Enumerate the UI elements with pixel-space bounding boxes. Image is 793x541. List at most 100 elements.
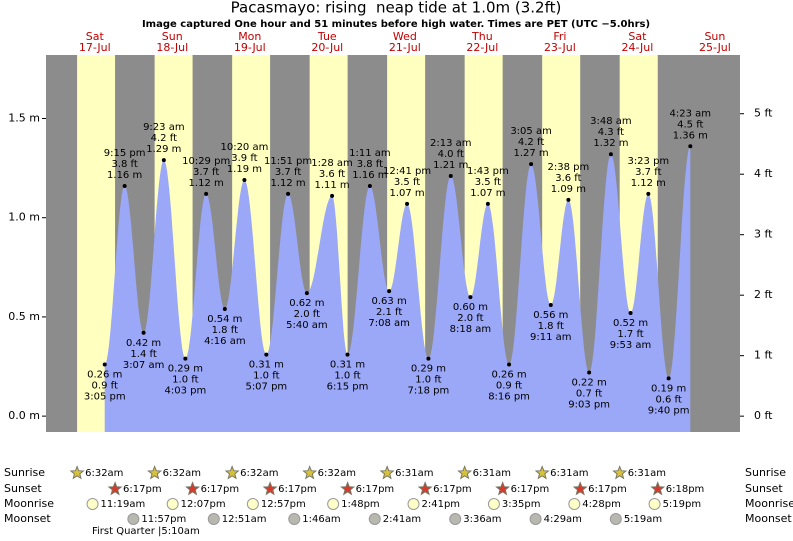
tide-time: 4:23 am xyxy=(670,108,712,119)
day-label: Sun xyxy=(704,30,725,43)
tide-ft: 3.5 ft xyxy=(394,177,420,188)
row-label: Sunset xyxy=(745,482,783,495)
moonrise-icon xyxy=(327,498,340,510)
date-label: 20-Jul xyxy=(311,41,343,54)
tide-time: 7:18 pm xyxy=(408,386,450,397)
moonset-icon xyxy=(529,513,542,525)
tide-ft: 4.2 ft xyxy=(518,137,544,148)
tide-m: 1.27 m xyxy=(513,148,548,159)
tide-ft: 3.8 ft xyxy=(357,159,383,170)
tide-time: 3:07 am xyxy=(123,360,165,371)
tide-time: 9:53 am xyxy=(610,340,652,351)
tide-point xyxy=(222,306,227,311)
tide-point xyxy=(426,356,431,361)
tide-point xyxy=(485,201,490,206)
moonrise-icon xyxy=(246,498,259,510)
y2-tick-label: 0 ft xyxy=(754,409,773,422)
tide-time: 9:03 pm xyxy=(568,399,610,410)
tide-point xyxy=(468,295,473,300)
y2-tick-label: 1 ft xyxy=(754,349,773,362)
sunrise-icon xyxy=(224,465,240,480)
tide-time: 1:28 am xyxy=(311,158,353,169)
tide-time: 8:18 am xyxy=(450,324,492,335)
y-tick-label: 0.5 m xyxy=(8,310,40,323)
sunrise-time: 6:31am xyxy=(395,468,433,479)
tide-m: 0.42 m xyxy=(126,338,161,349)
tide-ft: 1.0 ft xyxy=(253,371,279,382)
sunrise-time: 6:32am xyxy=(85,468,123,479)
sunrise-time: 6:31am xyxy=(628,468,666,479)
tide-m: 1.16 m xyxy=(107,170,142,181)
tide-time: 4:03 pm xyxy=(164,386,206,397)
date-label: 22-Jul xyxy=(466,41,498,54)
row-label: Moonrise xyxy=(745,497,793,510)
moonset-icon xyxy=(127,513,140,525)
tide-ft: 2.1 ft xyxy=(376,307,402,318)
tide-ft: 4.3 ft xyxy=(598,127,624,138)
tide-point xyxy=(204,191,209,196)
moonrise-time: 2:41pm xyxy=(422,499,461,510)
sunset-icon xyxy=(107,481,123,496)
tide-ft: 1.8 ft xyxy=(212,325,238,336)
tide-m: 1.11 m xyxy=(314,180,349,191)
tide-ft: 1.8 ft xyxy=(538,321,564,332)
tide-time: 7:08 am xyxy=(368,318,410,329)
moonset-icon xyxy=(609,513,622,525)
day-label: Mon xyxy=(238,30,261,43)
moonrise-icon xyxy=(648,498,661,510)
tide-ft: 1.0 ft xyxy=(415,375,441,386)
row-label: Moonset xyxy=(745,512,792,525)
tide-time: 9:15 pm xyxy=(104,148,146,159)
tide-point xyxy=(345,352,350,357)
tide-time: 3:23 pm xyxy=(627,156,669,167)
tide-time: 1:11 am xyxy=(349,148,391,159)
tide-ft: 3.6 ft xyxy=(319,169,345,180)
tide-time: 10:20 am xyxy=(220,142,268,153)
sunset-icon xyxy=(417,481,433,496)
moonrise-icon xyxy=(407,498,420,510)
sunrise-time: 6:32am xyxy=(163,468,201,479)
day-label: Fri xyxy=(553,30,566,43)
tide-time: 11:51 pm xyxy=(264,156,312,167)
tide-area xyxy=(104,146,691,433)
y2-tick-label: 3 ft xyxy=(754,228,773,241)
tide-m: 1.07 m xyxy=(389,188,424,199)
tide-m: 1.21 m xyxy=(433,160,468,171)
day-label: Thu xyxy=(471,30,493,43)
tide-time: 9:11 am xyxy=(530,332,572,343)
tide-point xyxy=(242,178,247,183)
moonset-icon xyxy=(288,513,301,525)
tide-m: 0.56 m xyxy=(533,310,568,321)
y-tick-label: 1.5 m xyxy=(8,111,40,124)
tide-ft: 1.7 ft xyxy=(617,329,643,340)
tide-point xyxy=(141,330,146,335)
sunset-time: 6:17pm xyxy=(511,484,550,495)
tide-time: 2:38 pm xyxy=(548,162,590,173)
tide-time: 9:23 am xyxy=(143,122,185,133)
sunset-icon xyxy=(495,481,511,496)
tide-m: 1.19 m xyxy=(227,164,262,175)
tide-m: 1.09 m xyxy=(551,184,586,195)
tide-ft: 0.9 ft xyxy=(496,381,522,392)
sunset-time: 6:17pm xyxy=(201,484,240,495)
tide-m: 1.12 m xyxy=(189,178,224,189)
moonset-time: 3:36am xyxy=(463,514,501,525)
moonrise-time: 12:07pm xyxy=(181,499,226,510)
tide-time: 3:05 am xyxy=(510,126,552,137)
tide-ft: 1.0 ft xyxy=(172,375,198,386)
sunset-time: 6:18pm xyxy=(666,484,705,495)
moonset-time: 5:19am xyxy=(624,514,662,525)
moonset-time: 4:29am xyxy=(544,514,582,525)
date-label: 25-Jul xyxy=(699,41,731,54)
tide-point xyxy=(102,362,107,367)
sunset-icon xyxy=(572,481,588,496)
tide-point xyxy=(507,362,512,367)
tide-point xyxy=(448,174,453,179)
tide-ft: 4.5 ft xyxy=(677,119,703,130)
tide-ft: 0.6 ft xyxy=(655,394,681,405)
tide-point xyxy=(286,191,291,196)
y2-tick-label: 4 ft xyxy=(754,167,773,180)
sunrise-icon xyxy=(379,465,395,480)
tide-ft: 1.0 ft xyxy=(334,371,360,382)
y-tick-label: 0.0 m xyxy=(8,409,40,422)
